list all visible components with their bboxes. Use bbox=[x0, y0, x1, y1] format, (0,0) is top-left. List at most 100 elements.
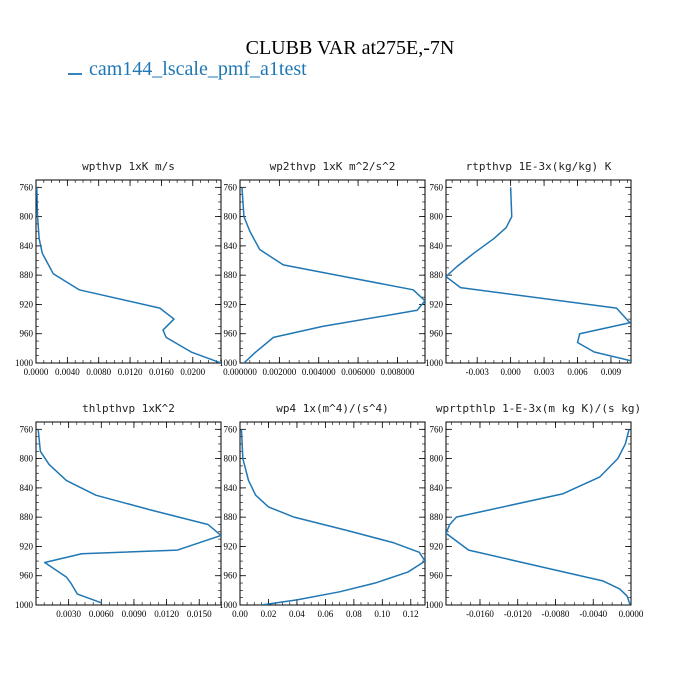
x-tick-label: -0.0040 bbox=[579, 609, 607, 619]
series-line bbox=[241, 187, 425, 363]
x-tick-label: 0.12 bbox=[403, 609, 419, 619]
y-tick-label: 960 bbox=[20, 329, 34, 339]
plot-frame bbox=[35, 179, 222, 364]
y-tick-label: 800 bbox=[224, 212, 238, 222]
y-tick-label: 800 bbox=[224, 454, 238, 464]
x-tick-label: 0.0120 bbox=[118, 367, 143, 377]
x-tick-label: 0.0040 bbox=[55, 367, 80, 377]
series-line bbox=[37, 429, 221, 604]
x-tick-label: 0.0120 bbox=[154, 609, 179, 619]
x-tick-label: 0.004000 bbox=[302, 367, 336, 377]
profile-panel: wpthvp 1xK m/s76080084088092096010000.00… bbox=[15, 160, 222, 377]
y-tick-label: 920 bbox=[430, 541, 444, 551]
y-tick-label: 840 bbox=[224, 241, 238, 251]
x-tick-label: 0.0090 bbox=[122, 609, 147, 619]
y-tick-label: 1000 bbox=[15, 600, 34, 610]
series-line bbox=[446, 187, 631, 362]
figure-title: CLUBB VAR at275E,-7N bbox=[245, 37, 455, 59]
profile-panel: wp2thvp 1xK m^2/s^2 760 800 840 880 920 960 100… bbox=[219, 160, 426, 377]
legend-line-icon bbox=[68, 59, 84, 82]
panel-title: wprtpthlp 1-E-3x(m kg K)/(s kg) bbox=[436, 402, 641, 415]
x-tick-label: 0.10 bbox=[374, 609, 390, 619]
x-tick-label: 0.002000 bbox=[262, 367, 296, 377]
y-tick-label: 1000 bbox=[425, 358, 444, 368]
x-tick-label: 0.0150 bbox=[187, 609, 212, 619]
profile-panel: wprtpthlp 1-E-3x(m kg K)/(s kg) 760 800 840… bbox=[425, 402, 644, 619]
y-tick-label: 1000 bbox=[425, 600, 444, 610]
x-tick-label: 0.000 bbox=[501, 367, 522, 377]
series-line bbox=[240, 429, 425, 605]
x-tick-label: 0.0080 bbox=[86, 367, 111, 377]
panel-title: thlpthvp 1xK^2 bbox=[82, 402, 175, 415]
y-tick-label: 800 bbox=[430, 212, 444, 222]
y-tick-label: 800 bbox=[20, 454, 34, 464]
x-tick-label: 0.0000 bbox=[24, 367, 49, 377]
profile-panel: wp4 1x(m^4)/(s^4)76080084088092096010000… bbox=[219, 402, 426, 619]
y-tick-label: 760 bbox=[224, 424, 238, 434]
x-tick-label: 0.00 bbox=[232, 609, 248, 619]
y-tick-label: 840 bbox=[20, 241, 34, 251]
plot-frame bbox=[239, 421, 426, 606]
y-tick-label: 920 bbox=[224, 541, 238, 551]
x-tick-label: -0.0160 bbox=[466, 609, 494, 619]
y-tick-label: 760 bbox=[20, 424, 34, 434]
x-tick-label: 0.0000 bbox=[619, 609, 644, 619]
legend-label: cam144_lscale_pmf_a1test bbox=[89, 58, 307, 80]
y-tick-label: 1000 bbox=[219, 358, 238, 368]
series-line bbox=[446, 429, 631, 605]
y-tick-label: 880 bbox=[224, 512, 238, 522]
x-tick-label: -0.0120 bbox=[504, 609, 532, 619]
y-tick-label: 880 bbox=[20, 270, 34, 280]
y-tick-label: 800 bbox=[430, 454, 444, 464]
x-tick-label: -0.003 bbox=[466, 367, 490, 377]
panel-title: rtpthvp 1E-3x(kg/kg) K bbox=[466, 160, 612, 173]
plot-frame bbox=[445, 179, 632, 364]
y-tick-label: 880 bbox=[430, 270, 444, 280]
y-tick-label: 760 bbox=[20, 182, 34, 192]
y-tick-label: 920 bbox=[430, 299, 444, 309]
x-tick-label: 0.006000 bbox=[341, 367, 375, 377]
series-line bbox=[36, 187, 221, 363]
y-tick-label: 840 bbox=[224, 483, 238, 493]
x-tick-label: 0.06 bbox=[318, 609, 334, 619]
plot-frame bbox=[35, 421, 222, 606]
y-tick-label: 840 bbox=[430, 241, 444, 251]
profile-panel: thlpthvp 1xK^2 760 800 840 880 920 960 1000 0.00… bbox=[15, 402, 222, 619]
y-tick-label: 840 bbox=[430, 483, 444, 493]
y-tick-label: 960 bbox=[224, 571, 238, 581]
x-tick-label: 0.08 bbox=[346, 609, 362, 619]
panel-title: wpthvp 1xK m/s bbox=[82, 160, 175, 173]
x-tick-label: 0.009 bbox=[601, 367, 622, 377]
x-tick-label: 0.04 bbox=[289, 609, 305, 619]
y-tick-label: 880 bbox=[20, 512, 34, 522]
y-tick-label: 880 bbox=[430, 512, 444, 522]
y-tick-label: 1000 bbox=[15, 358, 34, 368]
x-tick-label: 0.003 bbox=[534, 367, 555, 377]
x-tick-label: 0.02 bbox=[261, 609, 277, 619]
y-tick-label: 960 bbox=[430, 329, 444, 339]
plot-frame bbox=[239, 179, 426, 364]
x-tick-label: 0.0200 bbox=[180, 367, 205, 377]
y-tick-label: 800 bbox=[20, 212, 34, 222]
legend: cam144_lscale_pmf_a1test bbox=[68, 58, 307, 82]
y-tick-label: 760 bbox=[430, 424, 444, 434]
x-tick-label: 0.0030 bbox=[56, 609, 81, 619]
profile-panel: rtpthvp 1E-3x(kg/kg) K 760 800 840 880 920 960… bbox=[425, 160, 632, 377]
y-tick-label: 960 bbox=[430, 571, 444, 581]
x-tick-label: 0.0160 bbox=[149, 367, 174, 377]
y-tick-label: 920 bbox=[20, 541, 34, 551]
x-tick-label: 0.0060 bbox=[89, 609, 114, 619]
y-tick-label: 760 bbox=[224, 182, 238, 192]
plot-frame bbox=[445, 421, 632, 606]
x-tick-label: 0.000000 bbox=[223, 367, 257, 377]
y-tick-label: 880 bbox=[224, 270, 238, 280]
y-tick-label: 920 bbox=[20, 299, 34, 309]
panel-title: wp2thvp 1xK m^2/s^2 bbox=[270, 160, 396, 173]
y-tick-label: 760 bbox=[430, 182, 444, 192]
y-tick-label: 920 bbox=[224, 299, 238, 309]
x-tick-label: 0.008000 bbox=[381, 367, 415, 377]
y-tick-label: 960 bbox=[20, 571, 34, 581]
x-tick-label: 0.006 bbox=[567, 367, 588, 377]
x-tick-label: -0.0080 bbox=[542, 609, 570, 619]
